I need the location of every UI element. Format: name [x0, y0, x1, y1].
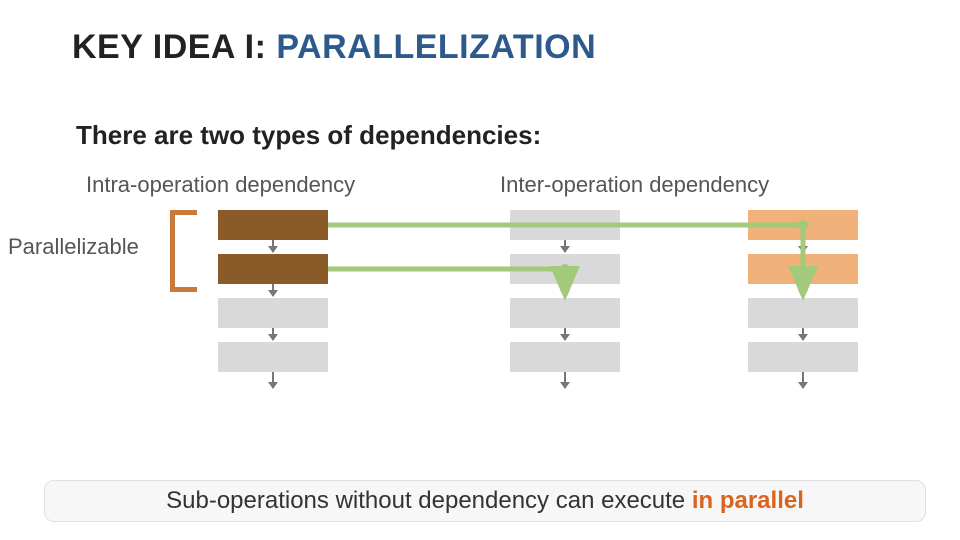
arrow-down	[802, 284, 804, 296]
arrow-down	[564, 284, 566, 296]
label-inter: Inter-operation dependency	[500, 172, 769, 198]
block	[510, 254, 620, 284]
bracket	[170, 210, 197, 292]
arrow-down	[272, 328, 274, 340]
subtitle: There are two types of dependencies:	[76, 120, 541, 151]
block	[510, 298, 620, 328]
slide-title: KEY IDEA I: PARALLELIZATION	[72, 28, 596, 67]
block	[218, 254, 328, 284]
title-prefix: KEY IDEA I:	[72, 28, 276, 66]
conclusion-prefix: Sub-operations without dependency can ex…	[166, 487, 692, 514]
conclusion-bar: Sub-operations without dependency can ex…	[44, 480, 926, 522]
block	[218, 210, 328, 240]
title-accent: PARALLELIZATION	[276, 28, 596, 66]
arrow-down	[272, 372, 274, 388]
block	[748, 342, 858, 372]
arrow-down	[272, 284, 274, 296]
arrow-down	[564, 240, 566, 252]
label-intra: Intra-operation dependency	[86, 172, 355, 198]
block	[748, 210, 858, 240]
block	[748, 254, 858, 284]
arrow-down	[802, 372, 804, 388]
arrow-down	[802, 328, 804, 340]
arrow-down	[564, 328, 566, 340]
arrow-down	[802, 240, 804, 252]
block	[218, 298, 328, 328]
block	[218, 342, 328, 372]
parallelizable-label: Parallelizable	[8, 234, 139, 260]
block	[510, 342, 620, 372]
block	[748, 298, 858, 328]
arrow-down	[564, 372, 566, 388]
block	[510, 210, 620, 240]
conclusion-hot: in parallel	[692, 487, 804, 514]
arrow-down	[272, 240, 274, 252]
